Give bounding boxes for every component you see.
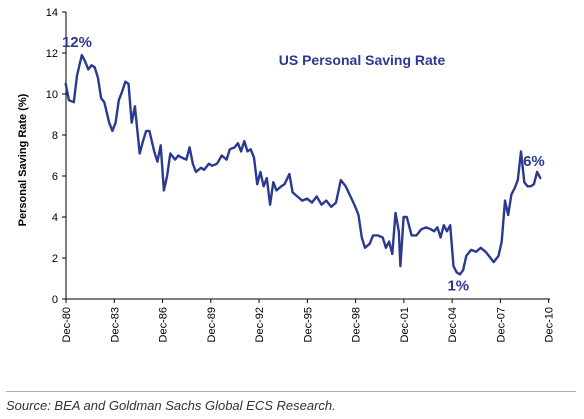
y-tick-label: 12 [46, 48, 58, 60]
x-tick-label: Dec-04 [447, 307, 459, 342]
chart-series [64, 53, 542, 276]
chart-title: US Personal Saving Rate [279, 52, 446, 68]
y-tick-label: 10 [46, 89, 58, 101]
saving-rate-line [64, 53, 542, 276]
value-annotation: 1% [447, 277, 469, 294]
x-tick-label: Dec-98 [351, 307, 363, 342]
x-tick-label: Dec-86 [158, 307, 170, 342]
value-annotation: 6% [523, 153, 545, 170]
value-annotation: 12% [62, 34, 92, 51]
x-tick-label: Dec-80 [61, 307, 73, 342]
y-axis-ticks: 0 2 4 6 8 10 12 14 [46, 7, 66, 306]
y-tick-label: 6 [52, 171, 58, 183]
y-tick-label: 0 [52, 294, 58, 306]
y-tick-label: 4 [52, 212, 58, 224]
x-tick-label: Dec-89 [206, 307, 218, 342]
source-divider [6, 391, 576, 392]
saving-rate-chart: 0 2 4 6 8 10 12 14 Dec-80 Dec-83 Dec-86 Dec-89 Dec-… [17, 7, 556, 342]
x-tick-label: Dec-92 [254, 307, 266, 342]
y-tick-label: 2 [52, 253, 58, 265]
x-tick-label: Dec-01 [399, 307, 411, 342]
x-axis-ticks: Dec-80 Dec-83 Dec-86 Dec-89 Dec-92 Dec-95 Dec-… [61, 299, 556, 342]
x-tick-label: Dec-95 [302, 307, 314, 342]
chart-axes [65, 12, 550, 300]
y-tick-label: 14 [46, 7, 58, 19]
y-tick-label: 8 [52, 130, 58, 142]
chart-annotations: 12% 1% 6% [62, 34, 545, 294]
source-note: Source: BEA and Goldman Sachs Global ECS… [6, 398, 336, 413]
x-tick-label: Dec-10 [544, 307, 556, 342]
x-tick-label: Dec-83 [109, 307, 121, 342]
y-axis-label: Personal Saving Rate (%) [17, 93, 29, 226]
x-tick-label: Dec-07 [495, 307, 507, 342]
